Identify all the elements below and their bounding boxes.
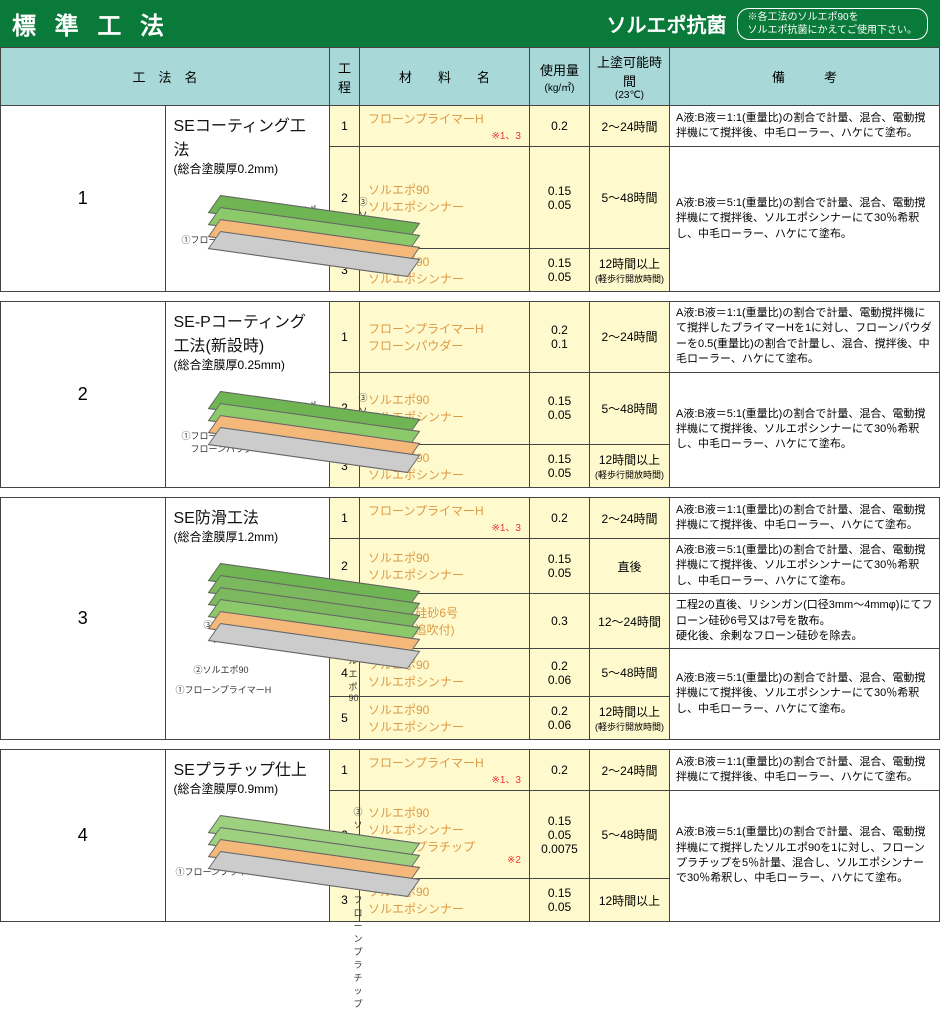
time-cell: 12～24時間 — [590, 594, 670, 649]
usage-cell: 0.3 — [530, 594, 590, 649]
proc-cell: 1 — [330, 750, 360, 791]
notes-cell: 工程2の直後、リシンガン(口径3mm～4mmφ)にてフローン硅砂6号又は7号を散… — [670, 594, 940, 649]
table-row: 3 SE防滑工法 (総合塗膜厚1.2mm) ①フローンプライマーH②ソルエポ90… — [1, 498, 940, 539]
time-cell: 5～48時間 — [590, 649, 670, 697]
time-cell: 12時間以上(軽歩行開放時間) — [590, 445, 670, 488]
method-sub: (総合塗膜厚0.9mm) — [174, 780, 322, 797]
col-method: 工 法 名 — [1, 48, 330, 106]
notes-cell: A液:B液＝5:1(重量比)の割合で計量、混合、電動撹拌機にて撹拌後、ソルエポシ… — [670, 649, 940, 740]
table-row: 4 SEプラチップ仕上 (総合塗膜厚0.9mm) ①フローンプライマーH②ソルエ… — [1, 750, 940, 791]
method-name-cell: SEプラチップ仕上 (総合塗膜厚0.9mm) ①フローンプライマーH②ソルエポ9… — [165, 750, 330, 922]
usage-cell: 0.2 — [530, 106, 590, 147]
notes-cell: A液:B液＝5:1(重量比)の割合で計量、混合、電動撹拌機にて撹拌したソルエポ9… — [670, 791, 940, 922]
usage-cell: 0.2 0.06 — [530, 649, 590, 697]
method-sub: (総合塗膜厚0.25mm) — [174, 356, 322, 373]
usage-cell: 0.15 0.05 — [530, 445, 590, 488]
diagram-label: ①フローンプライマーH — [176, 683, 272, 696]
method-name: SE防滑工法 — [174, 504, 322, 528]
method-number: 1 — [1, 106, 166, 292]
usage-cell: 0.15 0.05 0.0075 — [530, 791, 590, 879]
time-cell: 12時間以上(軽歩行開放時間) — [590, 249, 670, 292]
col-time: 上塗可能時間(23℃) — [590, 48, 670, 106]
material-cell: フローンプライマーH※1、3 — [360, 106, 530, 147]
method-name-cell: SE防滑工法 (総合塗膜厚1.2mm) ①フローンプライマーH②ソルエポ90③フ… — [165, 498, 330, 740]
usage-cell: 0.2 0.06 — [530, 697, 590, 740]
material-cell: フローンプライマーH※1、3 — [360, 750, 530, 791]
time-cell: 5～48時間 — [590, 372, 670, 444]
usage-cell: 0.2 — [530, 750, 590, 791]
table-row: 1 SEコーティング工法 (総合塗膜厚0.2mm) ①フローンプライマーH②ソル… — [1, 106, 940, 147]
table-row: 2 SE-Pコーティング工法(新設時) (総合塗膜厚0.25mm) ①フローンプ… — [1, 302, 940, 373]
header-bar: 標 準 工 法 ソルエポ抗菌 ※各工法のソルエポ90を ソルエポ抗菌にかえてご使… — [0, 0, 940, 47]
usage-cell: 0.15 0.05 — [530, 249, 590, 292]
time-cell: 2～24時間 — [590, 106, 670, 147]
method-name-cell: SE-Pコーティング工法(新設時) (総合塗膜厚0.25mm) ①フローンプライ… — [165, 302, 330, 488]
time-cell: 直後 — [590, 539, 670, 594]
method-name-cell: SEコーティング工法 (総合塗膜厚0.2mm) ①フローンプライマーH②ソルエポ… — [165, 106, 330, 292]
method-number: 3 — [1, 498, 166, 740]
material-note: ※1、3 — [368, 519, 521, 534]
proc-cell: 1 — [330, 498, 360, 539]
notes-cell: A液:B液＝1:1(重量比)の割合で計量、電動撹拌機にて撹拌したプライマーHを1… — [670, 302, 940, 373]
layer-diagram: ①フローンプライマーH②ソルエポ90 フローンプラチップ③ソルエポ90 フローン… — [174, 805, 322, 915]
diagram-label: ②ソルエポ90 — [194, 663, 249, 676]
notes-cell: A液:B液＝1:1(重量比)の割合で計量、混合、電動撹拌機にて撹拌後、中毛ローラ… — [670, 498, 940, 539]
time-cell: 12時間以上(軽歩行開放時間) — [590, 697, 670, 740]
method-name: SEプラチップ仕上 — [174, 756, 322, 780]
col-notes: 備 考 — [670, 48, 940, 106]
header-note: ※各工法のソルエポ90を ソルエポ抗菌にかえてご使用下さい。 — [737, 8, 929, 40]
method-sub: (総合塗膜厚1.2mm) — [174, 528, 322, 545]
material-cell: ソルエポ90 ソルエポシンナー — [360, 697, 530, 740]
time-cell: 5～48時間 — [590, 147, 670, 249]
notes-cell: A液:B液＝1:1(重量比)の割合で計量、混合、電動撹拌機にて撹拌後、中毛ローラ… — [670, 106, 940, 147]
notes-cell: A液:B液＝1:1(重量比)の割合で計量、混合、電動撹拌機にて撹拌後、中毛ローラ… — [670, 750, 940, 791]
layer-diagram: ①フローンプライマーH②ソルエポ90③ソルエポ90 — [174, 185, 322, 285]
table-header-row: 工 法 名 工程 材 料 名 使用量(kg/㎡) 上塗可能時間(23℃) 備 考 — [1, 48, 940, 106]
material-cell: フローンプライマーH フローンパウダー — [360, 302, 530, 373]
usage-cell: 0.2 0.1 — [530, 302, 590, 373]
material-note: ※1、3 — [368, 127, 521, 142]
methods-table: 工 法 名 工程 材 料 名 使用量(kg/㎡) 上塗可能時間(23℃) 備 考… — [0, 47, 940, 922]
notes-cell: A液:B液＝5:1(重量比)の割合で計量、混合、電動撹拌機にて撹拌後、ソルエポシ… — [670, 372, 940, 487]
proc-cell: 1 — [330, 302, 360, 373]
header-subtitle: ソルエポ抗菌 — [607, 9, 727, 38]
time-cell: 2～24時間 — [590, 302, 670, 373]
page-title: 標 準 工 法 — [12, 6, 170, 41]
proc-cell: 1 — [330, 106, 360, 147]
col-usage: 使用量(kg/㎡) — [530, 48, 590, 106]
usage-cell: 0.15 0.05 — [530, 879, 590, 922]
usage-cell: 0.15 0.05 — [530, 147, 590, 249]
col-proc: 工程 — [330, 48, 360, 106]
method-name: SEコーティング工法 — [174, 112, 322, 160]
time-cell: 12時間以上 — [590, 879, 670, 922]
time-cell: 2～24時間 — [590, 750, 670, 791]
notes-cell: A液:B液＝5:1(重量比)の割合で計量、混合、電動撹拌機にて撹拌後、ソルエポシ… — [670, 147, 940, 292]
material-note: ※1、3 — [368, 771, 521, 786]
usage-cell: 0.15 0.05 — [530, 539, 590, 594]
method-number: 4 — [1, 750, 166, 922]
notes-cell: A液:B液＝5:1(重量比)の割合で計量、混合、電動撹拌機にて撹拌後、ソルエポシ… — [670, 539, 940, 594]
material-cell: フローンプライマーH※1、3 — [360, 498, 530, 539]
layer-diagram: ①フローンプライマーH②ソルエポ90③フローン硅砂6号又は7号 (追吹付)④ソル… — [174, 553, 322, 733]
usage-cell: 0.15 0.05 — [530, 372, 590, 444]
col-material: 材 料 名 — [360, 48, 530, 106]
layer-diagram: ①フローンプライマーH フローンパウダー②ソルエポ90③ソルエポ90 — [174, 381, 322, 481]
method-name: SE-Pコーティング工法(新設時) — [174, 308, 322, 356]
method-sub: (総合塗膜厚0.2mm) — [174, 160, 322, 177]
time-cell: 5～48時間 — [590, 791, 670, 879]
time-cell: 2～24時間 — [590, 498, 670, 539]
usage-cell: 0.2 — [530, 498, 590, 539]
method-number: 2 — [1, 302, 166, 488]
